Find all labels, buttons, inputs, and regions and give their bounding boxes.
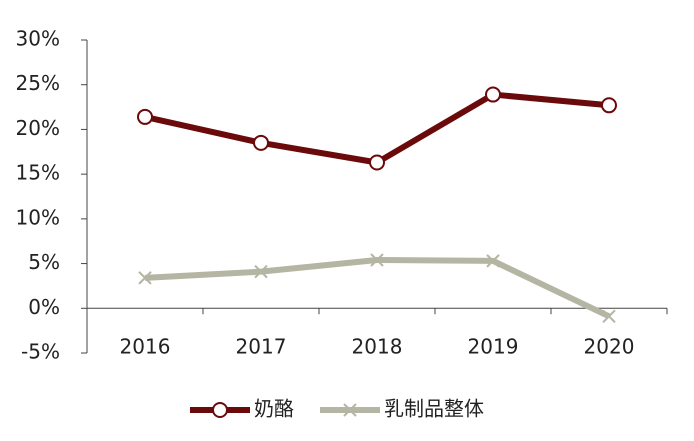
x-tick-label: 2017 xyxy=(236,335,287,359)
marker xyxy=(486,254,500,268)
marker xyxy=(369,154,385,171)
y-tick-label: 25% xyxy=(16,71,60,95)
series-line xyxy=(144,91,610,166)
y-tick-label: 5% xyxy=(28,250,60,274)
y-tick-label: 0% xyxy=(28,295,60,319)
x-tick-label: 2016 xyxy=(120,335,171,359)
marker xyxy=(138,271,152,285)
legend-label: 奶酪 xyxy=(254,397,294,421)
marker xyxy=(485,86,501,103)
marker xyxy=(370,253,384,267)
x-tick-label: 2019 xyxy=(468,335,519,359)
x-tick-label: 2020 xyxy=(584,335,635,359)
legend-marker xyxy=(212,402,228,418)
y-tick-label: 15% xyxy=(16,161,60,185)
y-tick-label: -5% xyxy=(21,340,60,364)
y-tick-label: 30% xyxy=(16,27,60,51)
marker xyxy=(601,97,617,114)
x-tick-label: 2018 xyxy=(352,335,403,359)
y-tick-label: 20% xyxy=(16,116,60,140)
marker xyxy=(137,108,153,125)
marker xyxy=(254,264,268,279)
y-tick-label: 10% xyxy=(16,205,60,229)
marker xyxy=(253,134,269,151)
marker xyxy=(602,309,616,324)
legend-marker xyxy=(343,403,357,417)
legend-label: 乳制品整体 xyxy=(384,397,484,421)
